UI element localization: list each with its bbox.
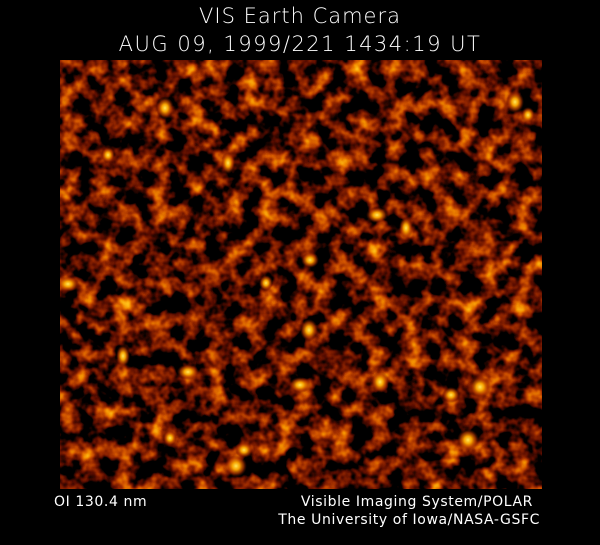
emission-spot xyxy=(101,147,115,163)
emission-spot xyxy=(259,275,273,291)
emission-spot xyxy=(163,430,177,446)
emission-spot xyxy=(225,455,247,477)
vis-earth-camera-image xyxy=(60,60,542,489)
emission-spot xyxy=(289,377,311,393)
emission-spot xyxy=(399,217,413,239)
emission-spot xyxy=(177,364,199,380)
emission-spot xyxy=(60,276,79,292)
emission-spot xyxy=(442,387,460,403)
emission-spot xyxy=(469,376,491,398)
emission-spot xyxy=(521,107,535,123)
observation-timestamp: AUG 09, 1999/221 1434:19 UT xyxy=(118,32,482,56)
instrument-credit: Visible Imaging System/POLAR xyxy=(300,494,533,510)
emission-spot xyxy=(366,207,388,223)
bright-emission-spots xyxy=(60,91,535,477)
emission-spot xyxy=(235,442,253,458)
institution-credit: The University of Iowa/NASA-GSFC xyxy=(278,512,540,528)
emission-spot xyxy=(300,319,318,341)
emission-spot xyxy=(156,97,174,119)
emission-spot xyxy=(457,429,479,451)
camera-title: VIS Earth Camera xyxy=(199,4,401,28)
wavelength-label: OI 130.4 nm xyxy=(54,494,148,510)
emission-spot xyxy=(221,152,235,174)
emission-spot xyxy=(506,91,524,113)
emission-spot xyxy=(116,345,130,367)
emission-spot xyxy=(371,371,389,393)
emission-spot xyxy=(301,252,319,268)
